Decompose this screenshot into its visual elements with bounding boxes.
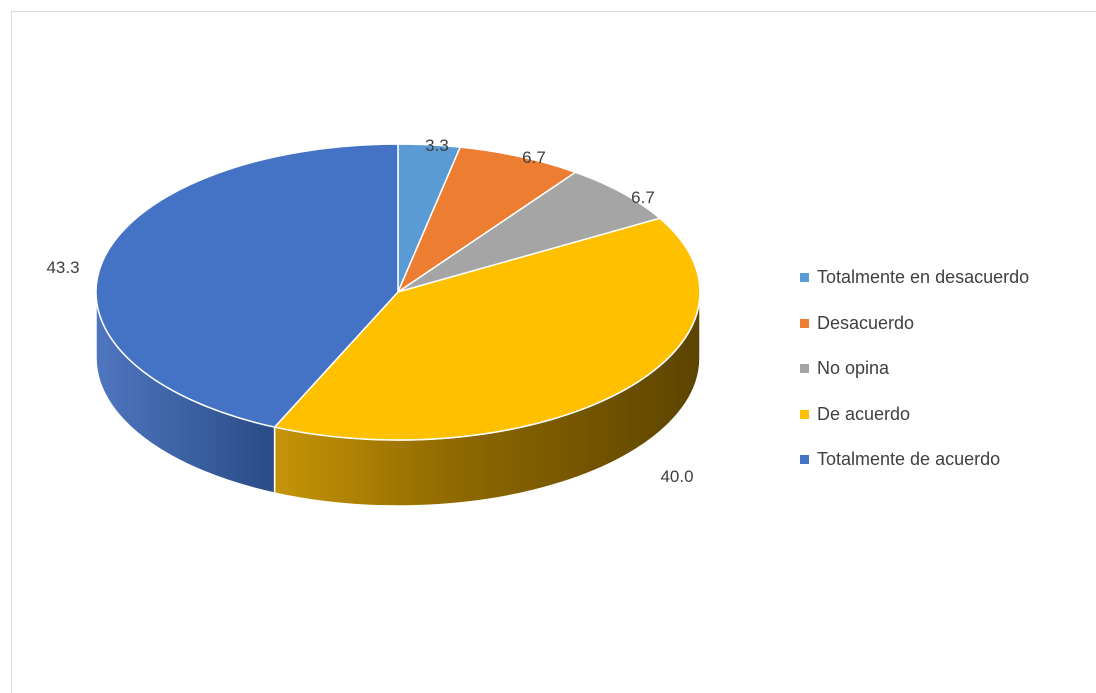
pie-slice-desacuerdo <box>397 146 577 293</box>
legend-label: No opina <box>817 358 890 379</box>
data-label-de-acuerdo: 40.0 <box>660 467 694 486</box>
legend-swatch <box>800 409 809 419</box>
legend-swatch <box>800 318 809 328</box>
pie-slice-totalmente-de-acuerdo <box>95 143 399 428</box>
legend-swatch <box>800 364 809 374</box>
legend-label: Desacuerdo <box>817 312 915 333</box>
legend-swatch <box>800 455 809 465</box>
legend-label: De acuerdo <box>817 403 911 424</box>
legend-swatch <box>800 273 809 283</box>
legend-item-totalmente-en-desacuerdo: Totalmente en desacuerdo <box>800 255 1029 301</box>
legend-item-desacuerdo: Desacuerdo <box>800 301 1029 347</box>
legend-label: Totalmente de acuerdo <box>817 449 1001 470</box>
data-label-desacuerdo: 6.7 <box>522 148 546 167</box>
legend-item-totalmente-de-acuerdo: Totalmente de acuerdo <box>800 437 1029 483</box>
data-label-totalmente-de-acuerdo: 43.3 <box>46 258 80 277</box>
data-label-no-opina: 6.7 <box>631 188 655 207</box>
legend: Totalmente en desacuerdo Desacuerdo No o… <box>800 255 1029 483</box>
data-label-totalmente-en-desacuerdo: 3.3 <box>425 136 449 155</box>
pie-slice-de-acuerdo <box>273 217 701 441</box>
pie-tops <box>95 143 701 441</box>
legend-item-de-acuerdo: De acuerdo <box>800 392 1029 438</box>
pie-slice-no-opina <box>397 171 661 293</box>
legend-label: Totalmente en desacuerdo <box>817 267 1030 288</box>
legend-item-no-opina: No opina <box>800 346 1029 392</box>
